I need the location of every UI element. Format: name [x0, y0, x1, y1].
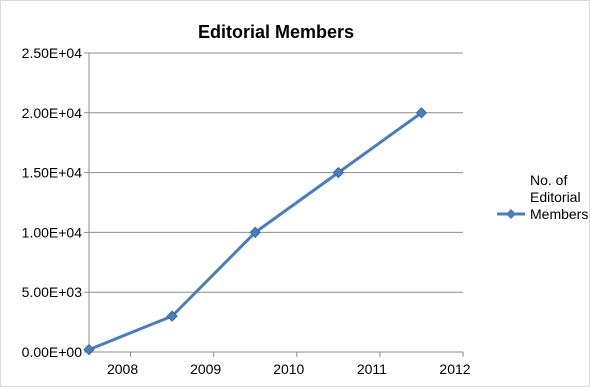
x-tick-label: 2008 — [107, 361, 138, 377]
gridlines — [84, 52, 463, 353]
legend-label: No. of Editorial Members — [530, 172, 588, 222]
y-tick-label: 1.50E+04 — [22, 165, 83, 181]
x-tick-label: 2010 — [273, 361, 304, 377]
y-tick-label: 0.00E+00 — [22, 344, 83, 360]
axes — [88, 53, 464, 357]
x-tick-label: 2012 — [439, 361, 470, 377]
chart-title: Editorial Members — [198, 22, 354, 42]
x-tick-label: 2011 — [357, 361, 387, 377]
data-point-marker — [332, 166, 345, 179]
y-tick-label: 5.00E+03 — [22, 284, 83, 300]
data-point-marker — [415, 107, 428, 119]
x-tick-label: 2009 — [190, 361, 221, 377]
tick-labels: 0.00E+00 5.00E+03 1.00E+04 1.50E+04 2.00E+04… — [22, 45, 471, 377]
y-tick-label: 2.00E+04 — [22, 105, 83, 121]
data-markers — [83, 107, 428, 356]
y-tick-label: 1.00E+04 — [22, 224, 83, 240]
y-tick-label: 2.50E+04 — [22, 45, 83, 61]
legend-swatch-marker — [506, 209, 516, 219]
data-point-marker — [249, 226, 261, 239]
data-point-marker — [83, 343, 95, 356]
legend: No. of Editorial Members — [497, 172, 588, 222]
data-point-marker — [166, 310, 178, 322]
